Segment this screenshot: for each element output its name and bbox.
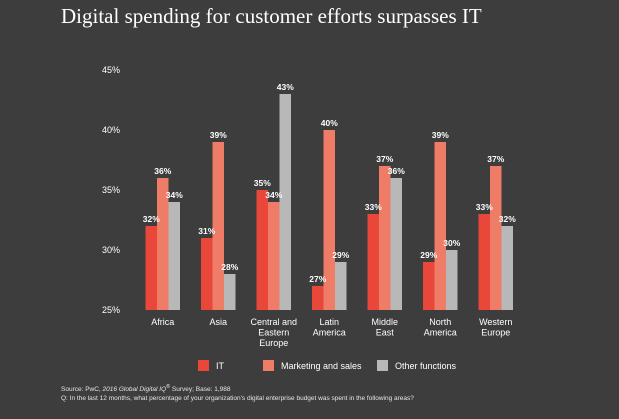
data-label: 33% [365,202,382,212]
legend-label: IT [216,361,225,371]
data-label: 43% [277,82,294,92]
x-tick-label: Latin [319,317,339,327]
bar [268,202,280,310]
bar [157,178,169,310]
data-label: 34% [166,190,183,200]
data-label: 40% [321,118,338,128]
bar [434,142,446,310]
bar [256,190,268,310]
x-tick-label: America [424,328,457,338]
x-tick-label: Central and [250,317,297,327]
data-label: 37% [376,154,393,164]
x-tick-label: America [313,328,346,338]
legend-label: Other functions [395,361,457,371]
bar [224,274,236,310]
bar [323,130,335,310]
bar [446,250,458,310]
y-tick-label: 45% [102,65,120,75]
y-tick-label: 30% [102,245,120,255]
bar [145,226,157,310]
data-label: 39% [432,130,449,140]
x-tick-label: Asia [209,317,227,327]
data-label: 28% [221,262,238,272]
data-label: 30% [443,238,460,248]
bar [201,238,213,310]
x-tick-label: Europe [481,328,510,338]
data-label: 34% [265,190,282,200]
bar [335,262,347,310]
data-label: 36% [154,166,171,176]
legend-swatch [377,360,388,371]
bar [478,214,490,310]
data-label: 37% [487,154,504,164]
bar [490,166,502,310]
y-tick-label: 40% [102,125,120,135]
legend-swatch [198,360,209,371]
bar [212,142,224,310]
y-tick-label: 35% [102,185,120,195]
x-tick-label: Middle [371,317,398,327]
y-tick-label: 25% [102,305,120,315]
bar [168,202,180,310]
data-label: 39% [210,130,227,140]
source-note: Source: PwC, 2016 Global Digital IQ® Sur… [61,383,414,403]
source-base: Survey; Base: 1,988 [170,386,231,394]
data-label: 33% [476,202,493,212]
data-label: 35% [254,178,271,188]
source-survey-name: 2016 Global Digital IQ [102,386,167,394]
x-tick-label: Eastern [258,328,289,338]
data-label: 36% [388,166,405,176]
data-label: 29% [420,250,437,260]
bar [279,94,291,310]
bar [367,214,379,310]
x-tick-label: Africa [151,317,174,327]
x-tick-label: Western [479,317,512,327]
bar [423,262,435,310]
source-prefix: Source: PwC, [61,386,103,394]
data-label: 29% [332,250,349,260]
bar [390,178,402,310]
data-label: 27% [309,274,326,284]
x-tick-label: Europe [259,338,288,348]
data-label: 32% [143,214,160,224]
source-registered-mark: ® [166,384,171,390]
legend-label: Marketing and sales [281,361,362,371]
legend-swatch [263,360,274,371]
chart-title: Digital spending for customer efforts su… [61,4,482,28]
x-tick-label: East [376,328,395,338]
bar [501,226,513,310]
bar [312,286,324,310]
data-label: 31% [198,226,215,236]
data-label: 32% [499,214,516,224]
bar [379,166,391,310]
x-tick-label: North [429,317,451,327]
source-question: Q: In the last 12 months, what percentag… [61,395,414,403]
